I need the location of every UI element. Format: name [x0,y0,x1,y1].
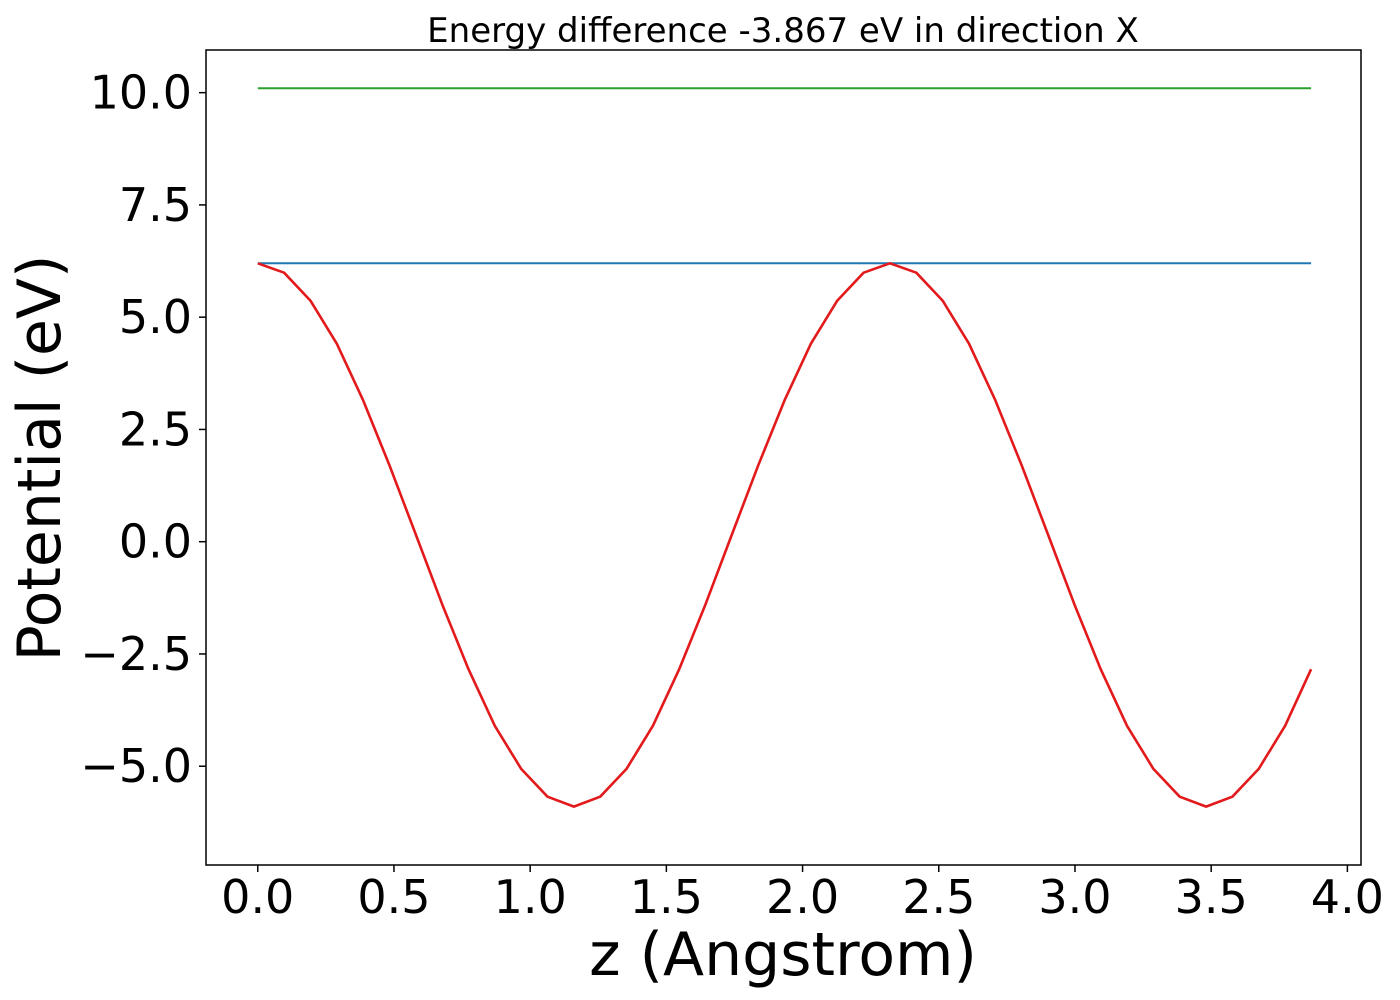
x-tick-label: 2.5 [902,870,975,924]
plot-frame [205,49,1362,866]
x-tick-label: 1.0 [494,870,567,924]
y-tick-label: 5.0 [119,290,192,344]
y-tick-label: 2.5 [119,402,192,456]
x-tick-label: 4.0 [1311,870,1384,924]
chart-title: Energy difference -3.867 eV in direction… [427,11,1139,51]
y-tick-label: 10.0 [90,66,192,120]
y-tick-label: 7.5 [119,178,192,232]
y-tick-label: −2.5 [80,627,192,681]
x-tick-label: 3.0 [1038,870,1111,924]
y-axis-ticks: −5.0 −2.5 0.0 2.5 5.0 7.5 10.0 [80,66,206,793]
x-axis-ticks: 0.0 0.5 1.0 1.5 2.0 2.5 3.0 3.5 4.0 [221,865,1384,924]
series-layer [257,87,1313,808]
x-tick-label: 1.5 [630,870,703,924]
x-tick-label: 0.5 [357,870,430,924]
x-tick-label: 2.0 [766,870,839,924]
x-tick-label: 3.5 [1175,870,1248,924]
x-tick-label: 0.0 [221,870,294,924]
y-tick-label: −5.0 [80,739,192,793]
series-line-2 [257,261,1313,808]
x-axis-label: z (Angstrom) [589,920,977,990]
y-axis-label: Potential (eV) [5,255,75,662]
y-tick-label: 0.0 [119,515,192,569]
